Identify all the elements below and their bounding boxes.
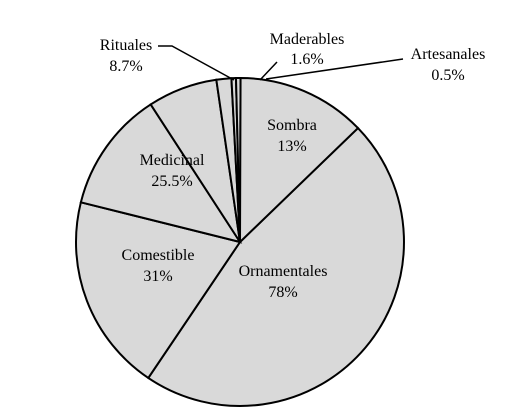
label-maderables-name: Maderables: [270, 31, 345, 48]
label-ornamentales-name: Ornamentales: [239, 263, 328, 280]
label-medicinal-value: 25.5%: [151, 173, 192, 190]
pie-slice-sombra: [238, 76, 360, 245]
label-medicinal-name: Medicinal: [140, 152, 205, 169]
leader-maderables: [259, 61, 278, 81]
label-comestible-value: 31%: [143, 268, 172, 285]
label-sombra-name: Sombra: [267, 117, 317, 134]
leader-artesanales: [265, 58, 404, 80]
label-comestible-name: Comestible: [122, 247, 195, 264]
label-rituales-value: 8.7%: [109, 58, 142, 75]
label-maderables-value: 1.6%: [290, 51, 323, 68]
label-artesanales-value: 0.5%: [431, 67, 464, 84]
label-ornamentales-value: 78%: [268, 284, 297, 301]
slice-labels: Ornamentales 78% Comestible 31% Medicina…: [100, 31, 486, 301]
label-sombra-value: 13%: [277, 138, 306, 155]
pie-slices: [75, 76, 405, 407]
pie-slice-ornamentales: [146, 126, 405, 407]
leader-rituales: [158, 45, 235, 81]
leader-lines: [158, 45, 404, 81]
label-artesanales-name: Artesanales: [411, 46, 486, 63]
pie-slice-medicinal: [79, 103, 243, 244]
pie-slice-comestible: [75, 201, 242, 380]
label-rituales-name: Rituales: [100, 37, 152, 54]
